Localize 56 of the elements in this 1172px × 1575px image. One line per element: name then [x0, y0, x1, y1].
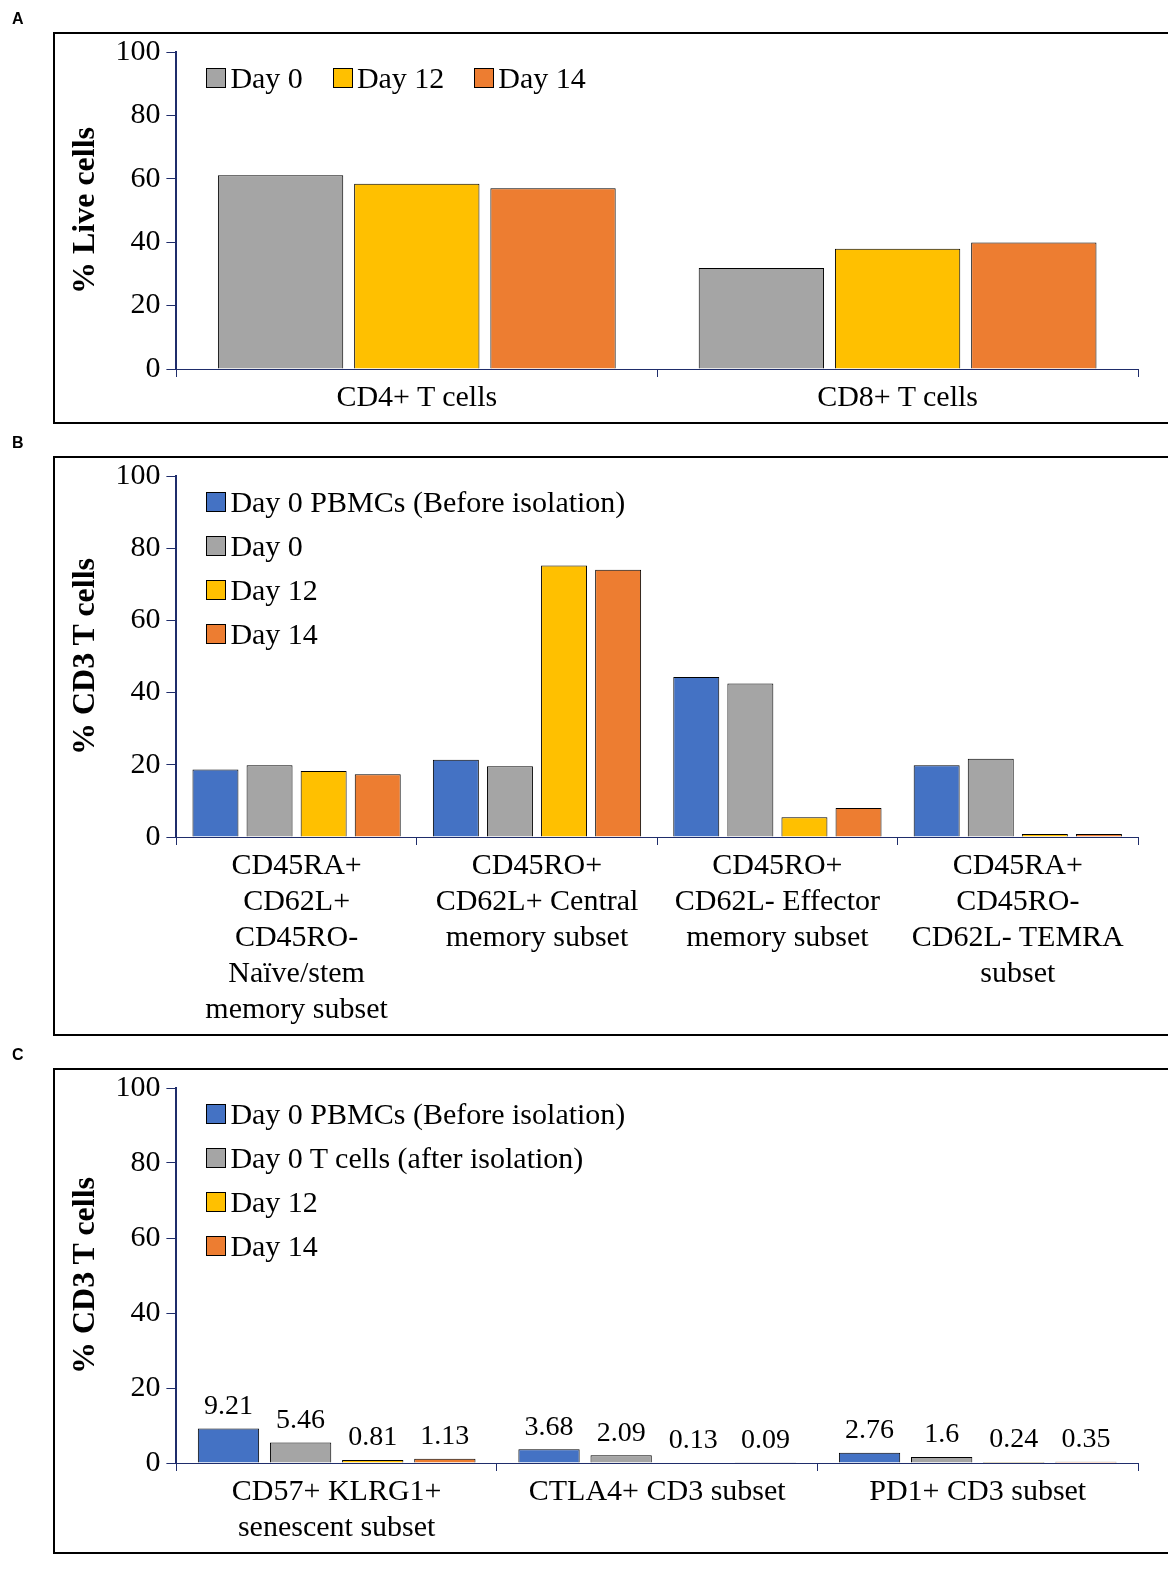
x-tick-label: CD45RA+ CD45RO- CD62L- TEMRA subset — [911, 846, 1125, 988]
data-label: 0.81 — [348, 1420, 398, 1452]
data-label: 2.09 — [596, 1415, 646, 1447]
y-axis-title: % CD3 T cells — [65, 557, 102, 756]
y-tick-label: 60 — [130, 601, 161, 635]
text: A — [12, 10, 24, 28]
legend-label: Day 0 T cells (after isolation) — [230, 1140, 584, 1176]
y-axis-title: % Live cells — [65, 126, 102, 295]
text: C — [12, 1046, 24, 1064]
y-tick-label: 40 — [130, 1293, 161, 1327]
legend-label: Day 0 — [230, 60, 303, 96]
x-tick-label: PD1+ CD3 subset — [869, 1472, 1087, 1506]
y-tick-label: 80 — [130, 529, 161, 563]
text: B — [12, 434, 24, 452]
data-label: 9.21 — [203, 1388, 253, 1420]
x-tick-label: CD4+ T cells — [336, 378, 498, 412]
data-label: 1.13 — [420, 1419, 470, 1451]
x-tick-label: CD57+ KLRG1+ senescent subset — [231, 1472, 442, 1542]
data-label: 0.09 — [740, 1423, 790, 1455]
legend-label: Day 12 — [230, 572, 318, 608]
y-tick-label: 40 — [130, 673, 161, 707]
y-axis-title: % CD3 T cells — [65, 1176, 102, 1375]
legend-label: Day 12 — [356, 60, 445, 96]
y-tick-label: 0 — [145, 1443, 161, 1477]
data-label: 5.46 — [276, 1402, 326, 1434]
y-tick-label: 20 — [130, 1368, 161, 1402]
y-tick-label: 100 — [115, 32, 161, 66]
data-label: 0.13 — [668, 1422, 718, 1454]
y-tick-label: 40 — [130, 223, 161, 257]
y-tick-label: 80 — [130, 1143, 161, 1177]
data-label: 3.68 — [524, 1409, 574, 1441]
x-tick-label: CTLA4+ CD3 subset — [528, 1472, 787, 1506]
legend-label: Day 0 PBMCs (Before isolation) — [230, 1096, 626, 1132]
legend-label: Day 14 — [230, 616, 318, 652]
legend-label: Day 12 — [230, 1184, 318, 1220]
x-tick-label: CD8+ T cells — [817, 378, 979, 412]
x-tick-label: CD45RO+ CD62L- Effector memory subset — [674, 846, 881, 952]
data-label: 0.35 — [1061, 1422, 1111, 1454]
legend-label: Day 0 PBMCs (Before isolation) — [230, 484, 626, 520]
x-tick-label: CD45RO+ CD62L+ Central memory subset — [435, 846, 639, 952]
data-label: 2.76 — [845, 1413, 895, 1445]
y-tick-label: 20 — [130, 745, 161, 779]
y-tick-label: 80 — [130, 96, 161, 130]
legend-label: Day 14 — [498, 60, 586, 96]
y-tick-label: 60 — [130, 159, 161, 193]
x-tick-label: CD45RA+ CD62L+ CD45RO- Naïve/stem memory subset — [205, 846, 389, 1024]
legend-label: Day 14 — [230, 1228, 318, 1264]
legend-label: Day 0 — [230, 528, 303, 564]
y-tick-label: 20 — [130, 286, 161, 320]
y-tick-label: 100 — [115, 456, 161, 490]
y-tick-label: 60 — [130, 1218, 161, 1252]
data-label: 0.24 — [989, 1422, 1039, 1454]
y-tick-label: 100 — [115, 1068, 161, 1102]
y-tick-label: 0 — [145, 817, 161, 851]
data-label: 1.6 — [924, 1417, 960, 1449]
y-tick-label: 0 — [145, 349, 161, 383]
